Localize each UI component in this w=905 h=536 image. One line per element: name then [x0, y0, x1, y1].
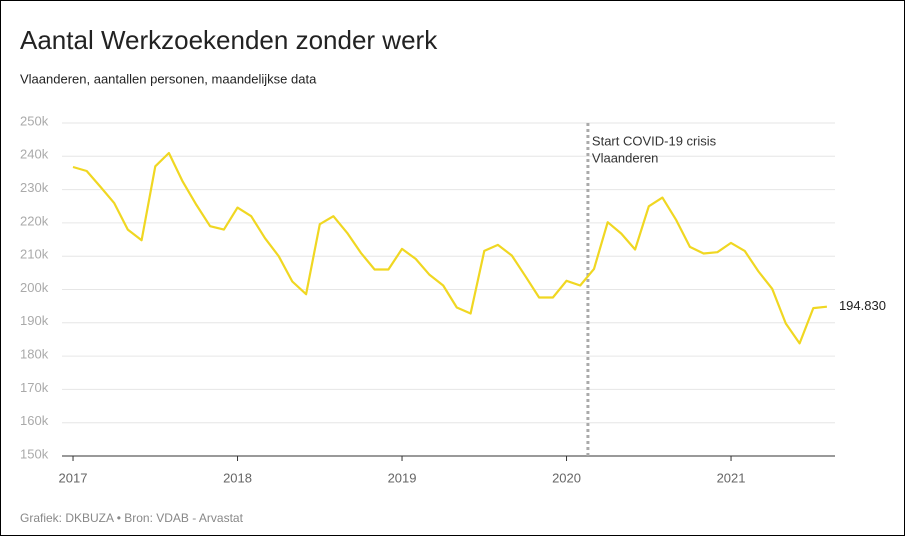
- source: Grafiek: DKBUZA • Bron: VDAB - Arvastat: [20, 511, 244, 525]
- x-tick-label: 2021: [717, 470, 746, 485]
- chart-title: Aantal Werkzoekenden zonder werk: [20, 25, 438, 55]
- annotation-text: Start COVID-19 crisis: [592, 133, 717, 148]
- y-tick-label: 160k: [20, 413, 49, 428]
- y-tick-label: 180k: [20, 347, 49, 362]
- y-tick-label: 250k: [20, 113, 49, 128]
- x-tick-label: 2020: [552, 470, 581, 485]
- y-tick-label: 200k: [20, 280, 49, 295]
- y-tick-label: 210k: [20, 247, 49, 262]
- x-tick-label: 2018: [223, 470, 252, 485]
- data-line: [72, 151, 828, 345]
- annotation-text: Vlaanderen: [592, 150, 659, 165]
- value-label: 194.830: [839, 298, 886, 313]
- y-tick-label: 170k: [20, 380, 49, 395]
- y-tick-label: 150k: [20, 446, 49, 461]
- y-tick-label: 230k: [20, 180, 49, 195]
- y-tick-label: 240k: [20, 147, 49, 162]
- x-tick-label: 2019: [388, 470, 417, 485]
- x-tick-label: 2017: [59, 470, 88, 485]
- y-tick-label: 220k: [20, 213, 49, 228]
- y-tick-label: 190k: [20, 313, 49, 328]
- chart-subtitle: Vlaanderen, aantallen personen, maandeli…: [20, 71, 317, 86]
